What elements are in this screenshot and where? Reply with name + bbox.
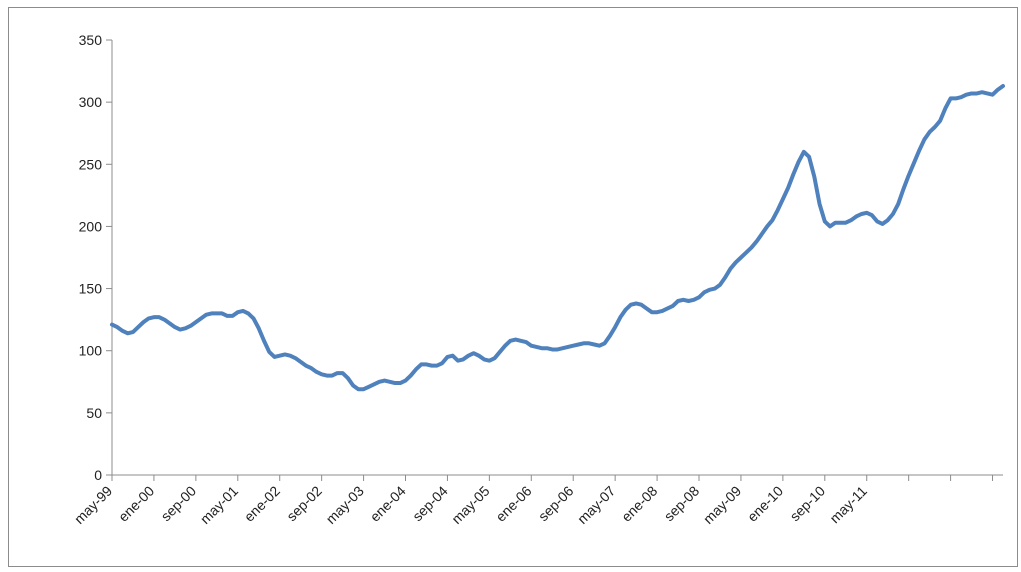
x-tick-label: ene-10 bbox=[744, 482, 786, 524]
y-tick-label: 350 bbox=[79, 32, 103, 48]
x-tick-label: ene-04 bbox=[367, 482, 409, 524]
x-tick-label: sep-04 bbox=[409, 482, 451, 524]
x-tick-label: sep-00 bbox=[158, 482, 200, 524]
x-tick-label: ene-06 bbox=[492, 482, 534, 524]
x-tick-label: may-07 bbox=[574, 482, 618, 526]
x-tick-label: sep-10 bbox=[787, 482, 829, 524]
chart-axes bbox=[106, 39, 1003, 481]
x-tick-label: may-09 bbox=[700, 482, 744, 526]
x-tick-label: sep-08 bbox=[661, 482, 703, 524]
x-tick-label: ene-08 bbox=[618, 482, 660, 524]
x-tick-label: sep-02 bbox=[283, 482, 325, 524]
y-tick-label: 150 bbox=[79, 281, 103, 297]
x-tick-label: sep-06 bbox=[535, 482, 577, 524]
y-tick-label: 300 bbox=[79, 94, 103, 110]
y-tick-label: 250 bbox=[79, 156, 103, 172]
x-tick-label: ene-00 bbox=[115, 482, 157, 524]
x-tick-label: may-05 bbox=[448, 482, 492, 526]
x-tick-label: may-99 bbox=[71, 482, 115, 526]
y-tick-label: 50 bbox=[86, 405, 102, 421]
x-tick-label: ene-02 bbox=[241, 482, 283, 524]
series-line bbox=[110, 83, 1005, 392]
x-tick-label: may-01 bbox=[197, 482, 241, 526]
y-tick-label: 200 bbox=[79, 218, 103, 234]
chart-frame bbox=[8, 7, 1018, 567]
x-tick-label: may-03 bbox=[323, 482, 367, 526]
series-layer bbox=[110, 83, 1005, 392]
y-tick-labels: 0 50 100 150 200 250 300 350 bbox=[79, 32, 103, 483]
y-tick-label: 100 bbox=[79, 343, 103, 359]
x-tick-label: may-11 bbox=[826, 482, 870, 526]
y-tick-label: 0 bbox=[94, 467, 102, 483]
